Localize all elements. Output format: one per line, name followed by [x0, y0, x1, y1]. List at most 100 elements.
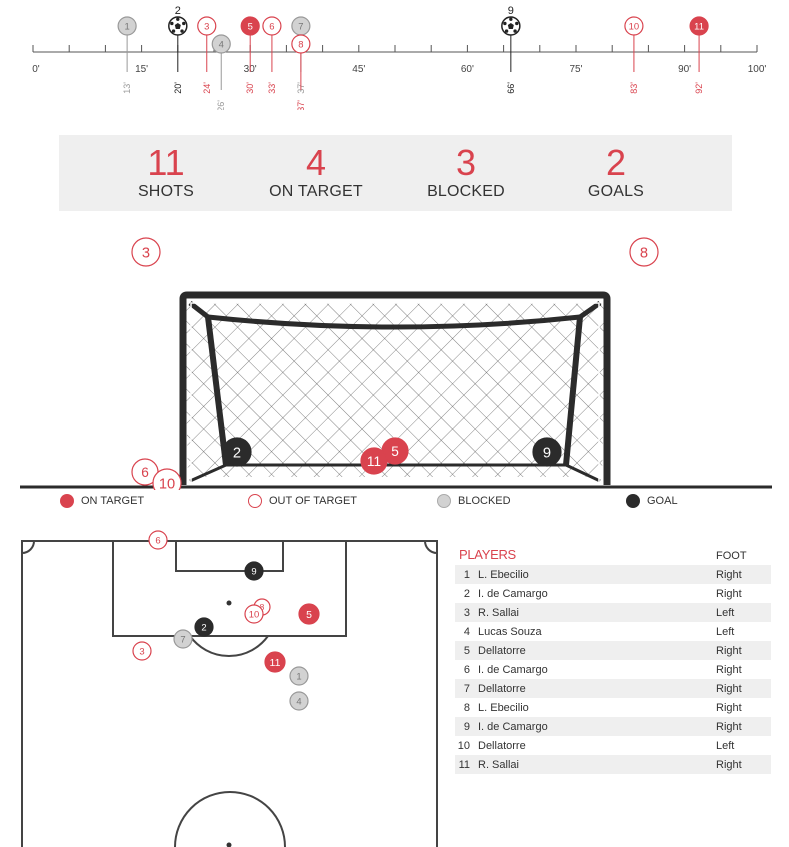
- pitch-shot-2: 2: [194, 617, 214, 637]
- timeline-shot-3-number: 3: [204, 21, 209, 32]
- goal-back-post-right: [563, 316, 583, 466]
- player-number: 2: [463, 588, 470, 600]
- pitch-shot-5-number: 5: [306, 609, 312, 621]
- goal-view-shot-11-circle: [360, 447, 388, 475]
- pitch-shot-6-circle: [148, 530, 168, 550]
- pitch-shot-10-circle: [244, 604, 264, 624]
- player-row: 5 Dellatorre Right: [455, 641, 771, 660]
- goal-view-shot-11-number: 11: [367, 454, 381, 469]
- goal-side-right: [578, 300, 602, 320]
- legend-on-target: ON TARGET: [60, 490, 144, 512]
- center-spot: [226, 842, 232, 847]
- goal-number-label: 2: [175, 5, 181, 17]
- goal-frame: [179, 291, 611, 485]
- goal-back-post-left: [205, 316, 229, 466]
- timeline-shot-3-circle: [197, 16, 217, 36]
- timeline-tick-label: 15': [135, 64, 148, 75]
- player-name: L. Ebecilio: [478, 702, 529, 714]
- player-name: Dellatorre: [478, 740, 526, 752]
- player-name: Dellatorre: [478, 645, 526, 657]
- timeline-shot-6-circle: [262, 16, 282, 36]
- pitch-shot-4: 4: [289, 691, 309, 711]
- legend-blocked: BLOCKED: [437, 490, 511, 512]
- legend-goal-label: GOAL: [647, 495, 678, 507]
- goal-base-left: [189, 463, 227, 483]
- stat-on-target-label: ON TARGET: [269, 183, 363, 200]
- timeline-shot-4-number: 4: [219, 39, 224, 50]
- player-foot: Right: [716, 588, 742, 600]
- goal-view-shot-8-circle: [629, 237, 659, 267]
- center-circle: [174, 791, 286, 847]
- pitch-shot-11-circle: [264, 651, 286, 673]
- timeline-minute-label: 24': [202, 82, 212, 94]
- player-name: Dellatorre: [478, 683, 526, 695]
- player-number: 3: [463, 607, 470, 619]
- goal-view-shot-9-circle: [532, 437, 562, 467]
- player-name: I. de Camargo: [478, 588, 548, 600]
- player-number: 10: [457, 740, 470, 752]
- goal-number-label: 9: [508, 5, 514, 17]
- soccer-ball-icon: 9: [501, 5, 521, 36]
- penalty-spot: [226, 600, 232, 606]
- timeline-shot-8-number: 8: [298, 39, 303, 50]
- legend-blocked-label: BLOCKED: [458, 495, 511, 507]
- pitch-shot-2-number: 2: [201, 622, 206, 633]
- player-row: 3 R. Sallai Left: [455, 603, 771, 622]
- pitch-shot-6-number: 6: [155, 535, 160, 546]
- player-row: 7 Dellatorre Right: [455, 679, 771, 698]
- player-number: 1: [463, 569, 470, 581]
- goal-view-shot-2: 2: [222, 437, 252, 467]
- pitch-shot-5-circle: [298, 603, 320, 625]
- timeline-minute-label: 83': [629, 82, 639, 94]
- pitch-shot-9: 9: [244, 561, 264, 581]
- players-title: PLAYERS: [459, 547, 516, 562]
- pitch-shot-10: 10: [244, 604, 264, 624]
- timeline-shot-4: 4: [211, 34, 231, 54]
- player-number: 8: [463, 702, 470, 714]
- pitch-shot-9-circle: [244, 561, 264, 581]
- goal-view-shot-10-number: 10: [159, 476, 175, 490]
- legend-out-of-target: OUT OF TARGET: [248, 490, 357, 512]
- timeline-shot-8-circle: [291, 34, 311, 54]
- timeline-shot-5: 5: [240, 16, 260, 36]
- timeline-minute-label: 37': [296, 100, 306, 110]
- goal-view-shot-2-circle: [222, 437, 252, 467]
- shot-legend: ON TARGET OUT OF TARGET BLOCKED GOAL: [0, 490, 789, 512]
- timeline-shot-11: 11: [689, 16, 709, 36]
- pitch-shot-7-number: 7: [180, 634, 185, 645]
- timeline-shot-6-number: 6: [269, 21, 274, 32]
- goal-view-shot-8: 8: [629, 237, 659, 267]
- timeline-minute-label: 30': [245, 82, 255, 94]
- goal-view-shot-9: 9: [532, 437, 562, 467]
- stat-shots-value: 11: [147, 142, 185, 183]
- stat-blocked-label: BLOCKED: [427, 183, 505, 200]
- goal-view-shot-9-number: 9: [543, 445, 551, 461]
- stat-on-target: 4 ON TARGET: [241, 143, 391, 201]
- player-row: 4 Lucas Souza Left: [455, 622, 771, 641]
- blocked-dot-icon: [437, 494, 451, 508]
- player-number: 9: [463, 721, 470, 733]
- goal-dot-icon: [626, 494, 640, 508]
- goal-net: [184, 303, 606, 477]
- timeline-tick-label: 0': [32, 64, 40, 75]
- player-name: L. Ebecilio: [478, 569, 529, 581]
- player-number: 5: [463, 645, 470, 657]
- timeline-shot-6: 6: [262, 16, 282, 36]
- goal-view-shot-3: 3: [131, 237, 161, 267]
- player-row: 10 Dellatorre Left: [455, 736, 771, 755]
- player-foot: Left: [716, 740, 735, 752]
- player-row: 9 I. de Camargo Right: [455, 717, 771, 736]
- player-name: I. de Camargo: [478, 721, 548, 733]
- pitch-shot-4-circle: [289, 691, 309, 711]
- timeline-tick-label: 90': [678, 64, 691, 75]
- penalty-arc: [189, 635, 269, 658]
- goal-base-right: [565, 463, 601, 483]
- timeline-minute-label: 13': [122, 82, 132, 94]
- pitch-shot-4-number: 4: [296, 696, 301, 707]
- pitch-shot-7: 7: [173, 629, 193, 649]
- player-row: 1 L. Ebecilio Right: [455, 565, 771, 584]
- stat-goals-label: GOALS: [587, 183, 645, 200]
- pitch-shot-3: 3: [132, 641, 152, 661]
- stat-goals: 2 GOALS: [541, 143, 691, 201]
- pitch-shot-10-number: 10: [249, 609, 260, 620]
